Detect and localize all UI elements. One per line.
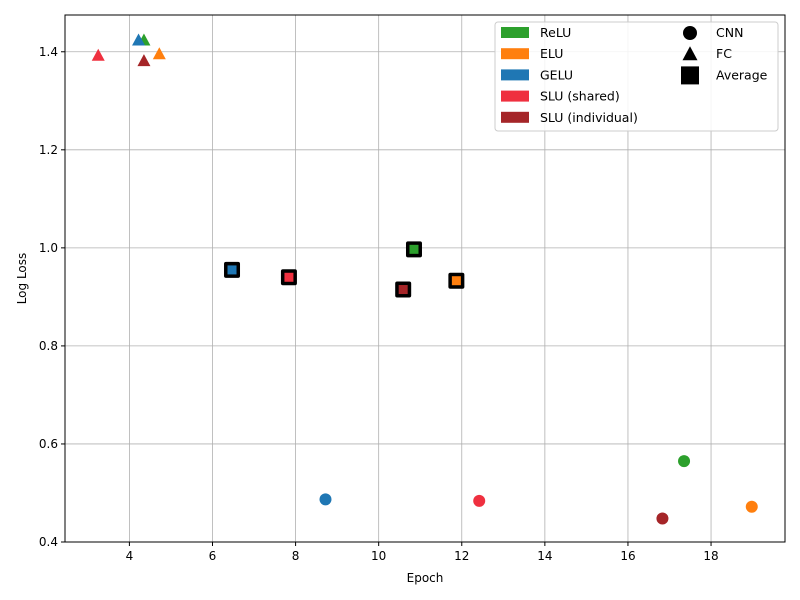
x-tick-label: 10 (371, 549, 386, 563)
legend-label: GELU (540, 67, 573, 82)
point-cnn-elu (745, 500, 758, 513)
y-tick-label: 0.8 (39, 339, 58, 353)
legend-marker-label: Average (716, 67, 768, 82)
x-axis-label: Epoch (407, 571, 444, 585)
point-cnn-slu-individual (656, 512, 669, 525)
point-fc-slu-shared (91, 48, 105, 61)
legend-marker-circle-icon (683, 26, 697, 40)
point-cnn-gelu (319, 493, 332, 506)
point-fc-slu-individual (137, 54, 151, 67)
legend-swatch (501, 27, 529, 38)
y-tick-label: 1.2 (39, 143, 58, 157)
legend-swatch (501, 69, 529, 81)
y-tick-label: 1.0 (39, 241, 58, 255)
point-average-relu (409, 244, 419, 254)
y-tick-label: 1.4 (39, 45, 58, 59)
y-tick-label: 0.6 (39, 437, 58, 451)
plot-area-frame (64, 14, 786, 543)
point-cnn-slu-shared (473, 494, 486, 507)
data-points (91, 33, 758, 525)
point-cnn-relu (678, 455, 691, 468)
legend-marker-label: CNN (716, 25, 743, 40)
axis-ticks: 4 6 8 10 12 14 16 18 0.4 0.6 0.8 1.0 1.2 1.4 (39, 45, 719, 563)
x-tick-label: 16 (620, 549, 635, 563)
point-average-elu (451, 276, 461, 286)
x-tick-label: 18 (703, 549, 718, 563)
legend-label: SLU (individual) (540, 110, 638, 125)
point-average-slu-individual (398, 285, 408, 295)
legend-box (494, 21, 779, 132)
x-tick-label: 12 (454, 549, 469, 563)
x-tick-label: 14 (537, 549, 552, 563)
point-average-gelu (227, 265, 237, 275)
legend-swatch (501, 48, 529, 60)
point-average-slu-shared (284, 272, 294, 282)
legend-marker-triangle-icon (682, 46, 698, 61)
x-tick-label: 8 (292, 549, 300, 563)
legend: ReLU ELU GELU SLU (shared) SLU (individual) C… (494, 21, 779, 132)
point-fc-gelu (132, 33, 146, 46)
legend-label: ReLU (540, 25, 571, 40)
y-tick-label: 0.4 (39, 535, 58, 549)
legend-swatch (501, 90, 529, 102)
legend-label: SLU (shared) (540, 89, 620, 104)
legend-marker-square-icon (681, 66, 699, 85)
point-fc-elu (152, 47, 166, 60)
legend-swatch (501, 111, 529, 123)
legend-label: ELU (540, 46, 563, 61)
y-axis-label: Log Loss (15, 253, 29, 305)
x-tick-label: 4 (126, 549, 134, 563)
x-tick-label: 6 (209, 549, 217, 563)
legend-marker-label: FC (716, 46, 732, 61)
